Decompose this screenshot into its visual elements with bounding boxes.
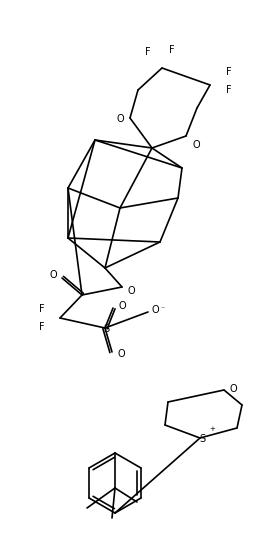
Text: F: F [145, 47, 151, 57]
Text: F: F [226, 67, 232, 77]
Text: S: S [103, 324, 109, 334]
Text: F: F [226, 85, 232, 95]
Text: O: O [117, 349, 125, 359]
Text: O: O [127, 286, 135, 296]
Text: O: O [118, 301, 126, 311]
Text: O: O [49, 270, 57, 280]
Text: O: O [229, 384, 237, 394]
Text: O: O [192, 140, 200, 150]
Text: O: O [152, 305, 160, 315]
Text: ⁻: ⁻ [160, 305, 164, 314]
Text: F: F [39, 304, 45, 314]
Text: F: F [169, 45, 175, 55]
Text: F: F [39, 322, 45, 332]
Text: S: S [199, 434, 205, 444]
Text: O: O [116, 114, 124, 124]
Text: +: + [209, 426, 215, 432]
